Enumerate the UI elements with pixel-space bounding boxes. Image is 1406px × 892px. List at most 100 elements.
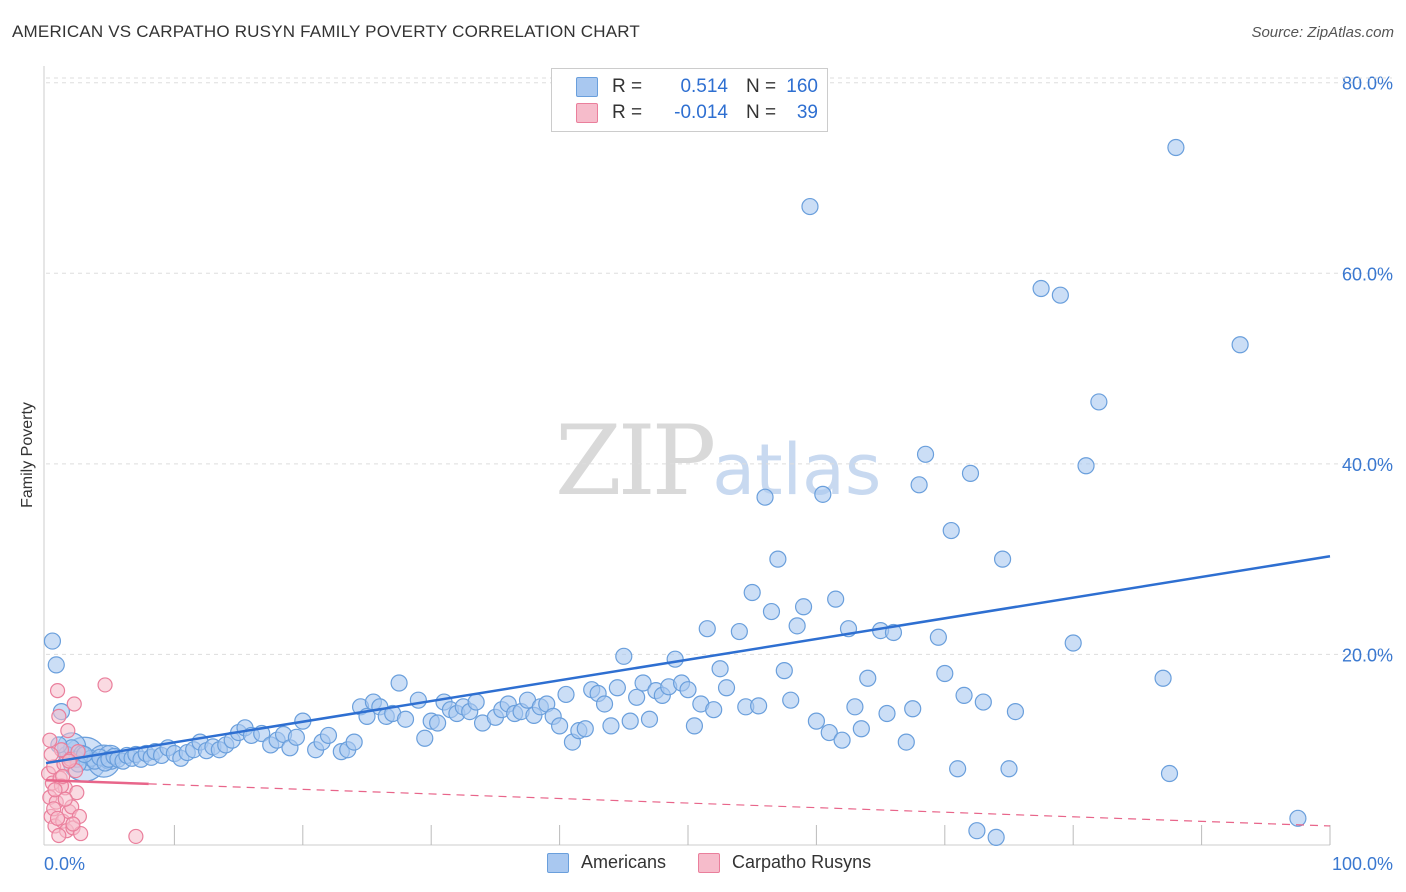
x-tick-label: 100.0%	[1332, 854, 1393, 874]
americans-point	[846, 698, 864, 716]
rusyn-trend-line-dashed	[148, 783, 1331, 827]
americans-point	[961, 464, 980, 482]
r-label: R =	[612, 102, 643, 123]
rusyn-point	[57, 791, 73, 807]
americans-point	[993, 550, 1012, 568]
americans-point	[615, 647, 633, 665]
x-tick-label: 0.0%	[44, 854, 85, 874]
americans-point	[807, 712, 826, 730]
americans-point	[814, 485, 832, 503]
americans-point	[904, 700, 922, 718]
americans-point	[1154, 669, 1172, 687]
rusyn-point	[43, 746, 59, 763]
americans-legend-swatch	[547, 852, 569, 873]
americans-point	[640, 710, 659, 728]
n-label: N =	[746, 76, 777, 97]
americans-point	[949, 760, 967, 778]
americans-point	[1032, 279, 1050, 298]
stats-row-rusyns: R = -0.014 N = 39	[576, 101, 818, 125]
americans-point	[1231, 336, 1249, 354]
americans-point	[390, 674, 408, 692]
americans-point	[595, 695, 614, 713]
americans-point	[47, 656, 65, 674]
americans-point	[916, 445, 935, 463]
americans-point	[602, 717, 620, 735]
chart-title: AMERICAN VS CARPATHO RUSYN FAMILY POVERT…	[12, 22, 641, 41]
americans-point	[1000, 760, 1018, 778]
americans-point	[794, 598, 813, 616]
americans-point	[897, 733, 915, 751]
rusyn-point	[97, 677, 113, 693]
americans-trend-line	[45, 555, 1331, 765]
rusyn-point	[51, 827, 67, 844]
americans-point	[1090, 393, 1108, 411]
americans-point	[409, 691, 427, 709]
rusyn-point	[69, 784, 85, 801]
n-value: 160	[786, 76, 818, 97]
y-tick-label: 80.0%	[1342, 74, 1393, 94]
americans-point	[955, 686, 973, 705]
americans-point	[762, 602, 781, 621]
americans-point	[775, 662, 793, 680]
americans-point	[910, 476, 928, 494]
americans-point	[1064, 634, 1082, 652]
source-label: Source: ZipAtlas.com	[1251, 24, 1394, 41]
americans-point	[820, 723, 838, 742]
americans-point	[756, 488, 774, 506]
rusyn-point	[42, 732, 58, 748]
americans-point	[550, 717, 569, 735]
americans-legend-label: Americans	[581, 852, 667, 872]
americans-swatch	[576, 77, 598, 97]
rusyn-point	[65, 816, 81, 832]
rusyn-trend-line	[45, 778, 149, 786]
y-tick-label: 60.0%	[1342, 264, 1393, 284]
americans-point	[801, 197, 819, 216]
rusyn-point	[60, 723, 76, 739]
americans-point	[1160, 764, 1179, 783]
americans-point	[666, 650, 684, 668]
americans-point	[43, 632, 62, 650]
americans-point	[319, 726, 338, 745]
n-label: N =	[746, 102, 777, 123]
americans-point	[557, 685, 575, 704]
americans-point	[782, 691, 800, 709]
r-value: 0.514	[680, 76, 728, 97]
watermark-zip: ZIP	[555, 405, 716, 517]
americans-point	[608, 679, 626, 697]
americans-point	[859, 669, 877, 687]
americans-point	[576, 720, 594, 738]
americans-point	[833, 731, 851, 749]
n-value: 39	[796, 102, 818, 123]
r-value: -0.014	[674, 102, 728, 123]
rusyns-swatch	[576, 103, 598, 123]
stats-row-americans: R = 0.514 N = 160	[576, 75, 818, 99]
rusyn-point	[128, 828, 144, 845]
americans-point	[698, 620, 716, 638]
americans-point	[634, 674, 652, 692]
rusyn-point	[66, 696, 82, 712]
americans-point	[1167, 138, 1185, 157]
americans-point	[416, 729, 434, 747]
y-tick-label: 20.0%	[1342, 645, 1393, 665]
legend-item-americans[interactable]: Americans	[547, 852, 666, 873]
legend-item-rusyns[interactable]: Carpatho Rusyns	[698, 852, 871, 873]
americans-point	[287, 728, 305, 746]
americans-point	[878, 704, 896, 723]
rusyn-point	[51, 708, 67, 724]
americans-point	[1289, 809, 1307, 827]
rusyn-point	[49, 683, 66, 699]
rusyns-legend-swatch	[698, 852, 721, 873]
r-label: R =	[612, 76, 643, 97]
americans-point	[717, 679, 736, 697]
americans-point	[884, 623, 903, 642]
rusyn-point	[47, 782, 63, 798]
americans-point	[974, 693, 992, 711]
americans-point	[711, 660, 729, 678]
americans-point	[1077, 457, 1095, 475]
americans-point	[788, 617, 806, 635]
series-legend: Americans Carpatho Rusyns	[547, 852, 903, 873]
americans-point	[769, 550, 787, 568]
americans-point	[467, 693, 485, 711]
americans-point	[987, 828, 1005, 846]
